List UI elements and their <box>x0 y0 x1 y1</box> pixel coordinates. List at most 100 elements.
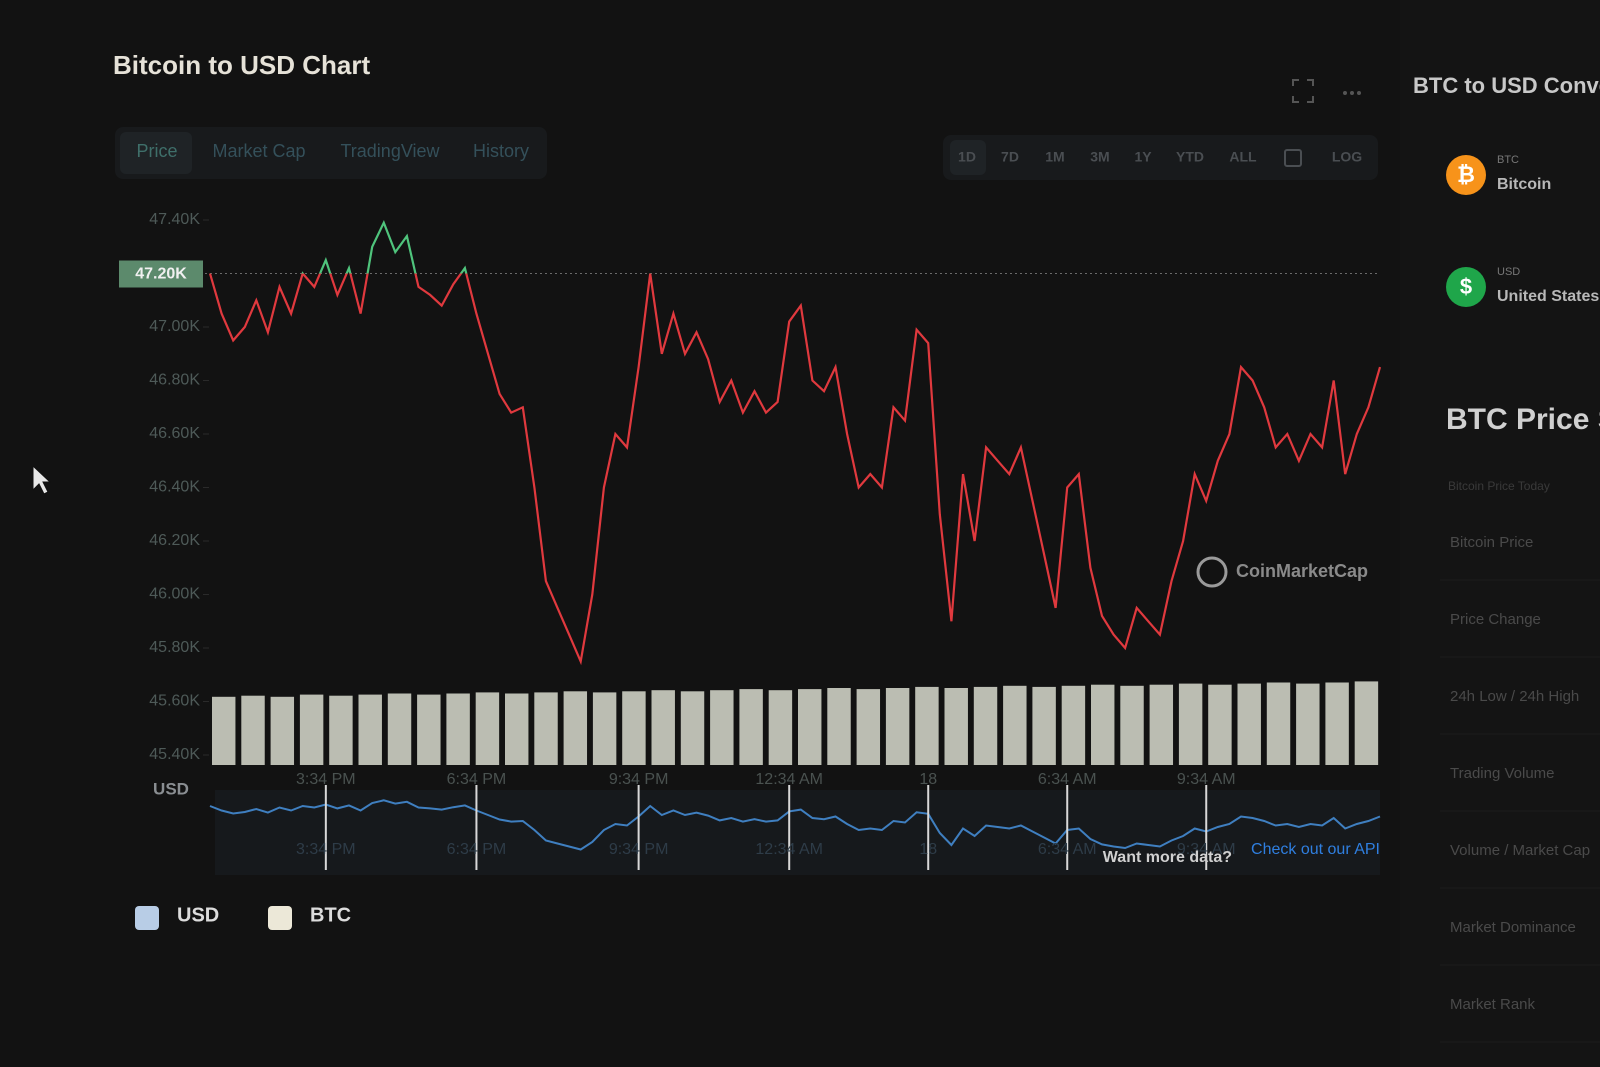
y-tick-label: 45.40K <box>149 746 200 763</box>
x-tick-label: 6:34 AM <box>1038 771 1097 788</box>
legend-swatch[interactable] <box>135 906 159 930</box>
stats-subtitle: Bitcoin Price Today <box>1448 479 1550 493</box>
tab[interactable]: Price <box>136 141 177 161</box>
tab-active <box>120 132 192 174</box>
volume-bar <box>651 690 675 765</box>
calendar-icon[interactable] <box>1284 149 1302 167</box>
watermark-logo <box>1196 556 1228 588</box>
volume-bar <box>358 694 382 765</box>
navigator-label: 12:34 AM <box>755 841 823 858</box>
currency-code: BTC <box>1497 154 1519 166</box>
y-axis-label: USD <box>153 779 189 798</box>
legend-label[interactable]: USD <box>177 904 219 926</box>
watermark: CoinMarketCap <box>1236 561 1368 581</box>
y-tick-label: 46.60K <box>149 425 200 442</box>
range-active <box>950 140 986 175</box>
stat-label: Trading Volume <box>1450 765 1555 782</box>
volume-bar <box>885 688 910 765</box>
volume-bar <box>622 691 646 765</box>
y-tick-label: 45.60K <box>149 693 200 710</box>
tab-bar <box>115 127 547 179</box>
currency-icon <box>1446 155 1486 195</box>
sidebar-panel <box>1400 0 1600 1067</box>
volume-bar <box>241 695 265 765</box>
x-tick-label: 9:34 AM <box>1177 771 1236 788</box>
legend-swatch[interactable] <box>268 906 292 930</box>
volume-bar <box>299 694 324 765</box>
navigator-label: 6:34 AM <box>1038 841 1097 858</box>
range-button[interactable]: 1Y <box>1134 149 1152 165</box>
volume-bar <box>1354 681 1379 765</box>
currency-code: USD <box>1497 266 1520 278</box>
volume-bar <box>534 692 558 765</box>
volume-bar <box>446 693 470 765</box>
more-icon[interactable] <box>1343 91 1361 95</box>
api-prompt: Want more data? <box>1103 849 1232 866</box>
volume-bar <box>680 691 705 765</box>
tab[interactable]: TradingView <box>340 141 440 161</box>
stat-label: Price Change <box>1450 611 1541 628</box>
y-tick-label: 46.40K <box>149 479 200 496</box>
stat-label: 24h Low / 24h High <box>1450 688 1579 705</box>
volume-bar <box>1237 683 1261 765</box>
volume-bar <box>827 688 851 765</box>
volume-bar <box>1091 684 1115 765</box>
currency-icon <box>1446 267 1486 307</box>
volume-bar <box>1120 685 1144 765</box>
navigator-label: 6:34 PM <box>447 841 507 858</box>
api-link[interactable]: Check out our API <box>1251 841 1380 858</box>
range-button[interactable]: LOG <box>1332 149 1362 165</box>
volume-bar <box>856 689 881 765</box>
y-tick-label: 45.80K <box>149 639 200 656</box>
volume-bar <box>1149 684 1174 765</box>
range-button[interactable]: YTD <box>1176 149 1204 165</box>
volume-bar <box>1061 685 1086 765</box>
plot: Price Market Cap TradingView History 1D 7D 1M 3… <box>119 73 1600 1043</box>
currency-symbol: ₿ <box>1457 162 1475 187</box>
volume-bar <box>475 692 500 765</box>
navigator-line <box>209 799 1381 851</box>
navigator-label: 3:34 PM <box>296 841 356 858</box>
y-tick-label: 46.00K <box>149 586 200 603</box>
price-line-below <box>208 273 1382 666</box>
volume-bar <box>563 691 588 765</box>
navigator <box>215 790 1380 875</box>
price-label-box <box>119 260 203 288</box>
x-tick-label: 18 <box>919 771 937 788</box>
stat-label: Bitcoin Price <box>1450 534 1533 551</box>
stats-title: BTC Price Statistics <box>1446 403 1600 436</box>
range-button[interactable]: 1M <box>1045 149 1064 165</box>
x-tick-label: 12:34 AM <box>755 771 823 788</box>
y-tick-label: 47.40K <box>149 211 200 228</box>
y-tick-label: 46.20K <box>149 532 200 549</box>
fullscreen-icon[interactable] <box>1292 79 1314 103</box>
range-button[interactable]: 3M <box>1090 149 1109 165</box>
volume-bar <box>915 686 939 765</box>
stat-label: Market Dominance <box>1450 919 1576 936</box>
volume-bar <box>212 696 236 765</box>
volume-bar <box>944 688 968 765</box>
volume-bar <box>505 693 529 765</box>
volume-bar <box>1325 682 1349 765</box>
currency-name: Bitcoin <box>1497 176 1551 193</box>
range-button[interactable]: 1D <box>958 149 976 165</box>
navigator-label: 9:34 AM <box>1177 841 1236 858</box>
volume-bar <box>798 689 822 765</box>
volume-bar <box>973 686 998 765</box>
x-tick-label: 9:34 PM <box>609 771 669 788</box>
y-tick-label: 47.00K <box>149 318 200 335</box>
mouse-cursor <box>32 464 52 495</box>
navigator-label: 18 <box>919 841 937 858</box>
range-button[interactable]: ALL <box>1229 149 1257 165</box>
tab[interactable]: Market Cap <box>212 141 305 161</box>
tab[interactable]: History <box>473 141 529 161</box>
price-label: 47.20K <box>135 266 187 283</box>
price-line-above <box>210 219 652 274</box>
legend-label[interactable]: BTC <box>310 904 351 926</box>
range-button[interactable]: 7D <box>1001 149 1019 165</box>
range-bar <box>943 135 1378 180</box>
volume-bar <box>387 693 412 765</box>
x-tick-label: 3:34 PM <box>296 771 356 788</box>
volume-bar <box>1032 686 1056 765</box>
